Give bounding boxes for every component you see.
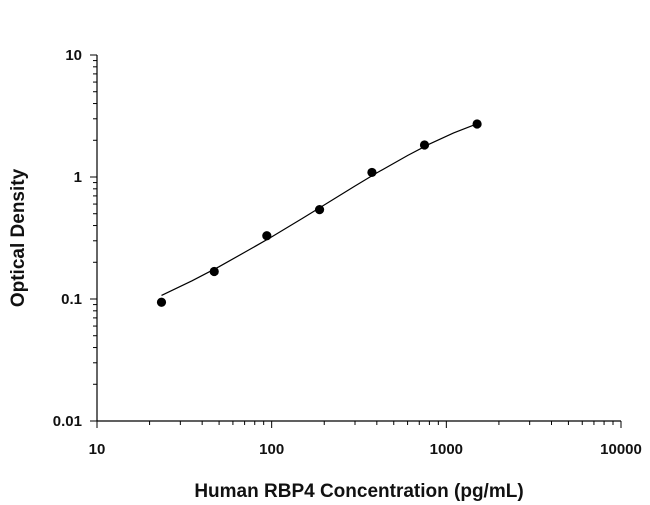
- data-point: [314, 205, 325, 215]
- fit-curve: [161, 123, 478, 296]
- x-tick-label: 10000: [600, 441, 642, 458]
- data-point: [209, 266, 219, 277]
- data-points: [156, 119, 482, 307]
- x-axis-tick-labels: 10 100 1000 10000: [89, 441, 642, 458]
- y-axis-ticks: [90, 54, 97, 422]
- y-tick-label: 10: [65, 47, 82, 64]
- x-tick-label: 1000: [430, 441, 463, 458]
- data-point: [367, 167, 377, 178]
- y-axis-tick-labels: 0.01 0.1 1 10: [53, 47, 82, 430]
- y-axis-title: Optical Density: [8, 168, 29, 307]
- data-point: [262, 231, 272, 241]
- x-axis-ticks: [96, 421, 622, 428]
- y-tick-label: 0.1: [61, 291, 82, 308]
- data-point: [156, 297, 167, 307]
- x-axis-title: Human RBP4 Concentration (pg/mL): [194, 481, 523, 502]
- data-point: [472, 119, 482, 129]
- x-tick-label: 10: [89, 441, 106, 458]
- x-tick-label: 100: [259, 441, 284, 458]
- y-tick-label: 0.01: [53, 413, 82, 430]
- data-point: [419, 140, 430, 150]
- y-tick-label: 1: [74, 169, 82, 186]
- plot-area: 10 100 1000 10000 0.01 0.1 1 10: [53, 47, 642, 458]
